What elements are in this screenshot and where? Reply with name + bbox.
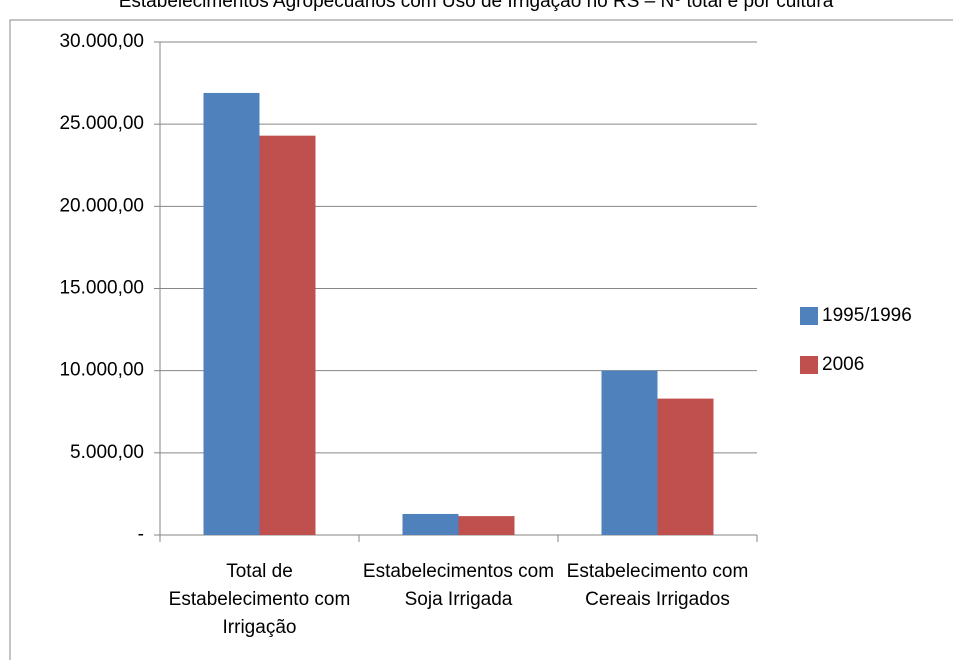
y-tick-label: 30.000,00 <box>59 31 144 52</box>
bar <box>657 398 714 535</box>
chart-frame <box>9 19 953 660</box>
bar <box>203 92 260 536</box>
chart-title: Estabelecimentos Agropecuários com Uso d… <box>119 0 834 12</box>
legend-swatch <box>800 307 818 325</box>
legend-swatch <box>800 356 818 374</box>
y-tick-label: 5.000,00 <box>70 442 144 463</box>
y-tick-label: 15.000,00 <box>59 278 144 299</box>
bar <box>259 135 316 536</box>
y-tick-label: - <box>138 524 144 545</box>
bar <box>458 516 515 535</box>
y-tick-label: 20.000,00 <box>59 195 144 216</box>
bar <box>402 513 459 535</box>
x-tick-label: Estabelecimento com Cereais Irrigados <box>566 561 749 610</box>
x-tick-label: Estabelecimentos com Soja Irrigada <box>362 561 555 610</box>
bar <box>601 370 658 535</box>
legend-label: 2006 <box>822 354 864 375</box>
x-tick-label: Total de Estabelecimento com Irrigação <box>168 561 351 638</box>
y-tick-label: 25.000,00 <box>59 113 144 134</box>
y-tick-label: 10.000,00 <box>59 360 144 381</box>
legend-label: 1995/1996 <box>822 305 912 326</box>
